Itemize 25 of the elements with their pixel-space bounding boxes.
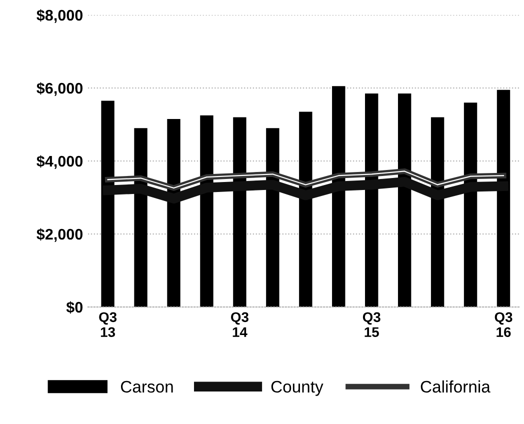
legend-label: County <box>271 380 324 396</box>
x-tick-label: Q3 14 <box>231 312 248 337</box>
x-tick-label: Q3 13 <box>99 312 117 338</box>
bar <box>101 100 114 307</box>
bar <box>200 115 214 307</box>
bar <box>167 119 180 307</box>
legend-label: California <box>420 380 490 393</box>
bar <box>332 86 346 307</box>
bar <box>365 93 378 307</box>
bar <box>299 112 312 307</box>
x-tick-label: Q3 15 <box>362 312 380 338</box>
bar <box>233 117 246 307</box>
y-tick-label: $8,000 <box>36 9 83 23</box>
bar <box>398 93 412 307</box>
y-tick-label: $2,000 <box>36 228 83 242</box>
y-tick-label: $4,000 <box>36 155 83 169</box>
bar <box>430 117 444 307</box>
y-tick-label: $0 <box>66 301 83 314</box>
legend-label: Carson <box>120 380 173 393</box>
bar <box>464 102 478 307</box>
y-tick-label: $6,000 <box>36 82 83 96</box>
x-tick-label: Q3 16 <box>494 312 512 338</box>
bar <box>266 128 280 307</box>
bar <box>496 90 510 307</box>
bar <box>134 128 148 307</box>
